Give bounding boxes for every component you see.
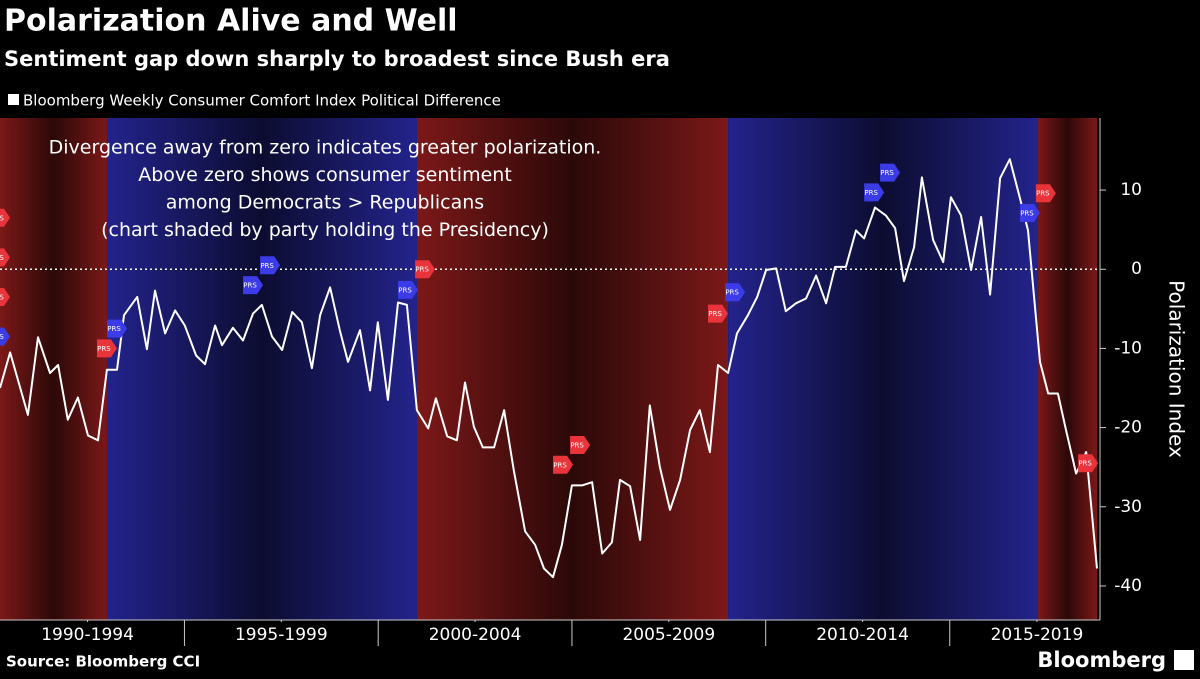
x-tick-label: 2005-2009	[622, 625, 715, 645]
y-tick-label: -40	[1114, 576, 1142, 596]
event-label: PRS	[398, 286, 412, 294]
brand-logo	[1174, 650, 1194, 670]
event-label: PRS	[260, 262, 274, 270]
annotation: among Democrats > Republicans	[166, 192, 484, 214]
event-flag	[0, 327, 10, 346]
y-tick-label: -20	[1114, 418, 1142, 438]
event-flag	[864, 183, 885, 202]
event-label: PRS	[415, 266, 429, 274]
series-line	[0, 158, 1098, 579]
x-tick-label: 2010-2014	[816, 625, 909, 645]
event-flag	[880, 163, 901, 182]
chart-subtitle: Sentiment gap down sharply to broadest s…	[4, 47, 670, 71]
event-flag	[570, 436, 591, 455]
x-tick-label: 1995-1999	[235, 625, 328, 645]
event-label: PRS	[864, 189, 878, 197]
event-label: PRS	[708, 310, 722, 318]
event-label: PRS	[107, 325, 121, 333]
event-label: PRS	[97, 345, 111, 353]
y-tick-label: 0	[1131, 259, 1142, 279]
annotation: Divergence away from zero indicates grea…	[49, 137, 602, 159]
event-label: PRS	[553, 461, 567, 469]
event-flag	[107, 319, 128, 338]
x-tick-label: 2015-2019	[991, 625, 1084, 645]
chart-title: Polarization Alive and Well	[4, 4, 458, 39]
party-band	[106, 118, 417, 620]
event-label: PRS	[880, 169, 894, 177]
event-label: PRS	[570, 442, 584, 450]
x-tick-label: 1990-1994	[41, 625, 134, 645]
event-label: PRS	[0, 254, 4, 262]
party-band	[416, 118, 729, 620]
legend-swatch	[8, 94, 19, 105]
brand: Bloomberg	[1037, 648, 1166, 672]
party-band	[728, 118, 1039, 620]
event-label: PRS	[1036, 190, 1050, 198]
event-label: PRS	[0, 293, 4, 301]
event-flag	[0, 287, 10, 306]
event-flag	[1035, 184, 1056, 203]
event-flag	[708, 304, 729, 323]
event-flag	[415, 260, 436, 279]
event-flag	[260, 256, 281, 275]
event-label: PRS	[243, 282, 257, 290]
event-flag	[1019, 204, 1040, 223]
event-label: PRS	[1078, 460, 1092, 468]
y-tick-label: -30	[1114, 497, 1142, 517]
source: Source: Bloomberg CCI	[6, 653, 200, 671]
annotation: (chart shaded by party holding the Presi…	[101, 219, 549, 241]
event-label: PRS	[1020, 210, 1034, 218]
event-flag	[398, 280, 419, 299]
legend-label: Bloomberg Weekly Consumer Comfort Index …	[23, 92, 501, 110]
x-tick-label: 2000-2004	[429, 625, 522, 645]
event-flag	[96, 339, 117, 358]
bands	[0, 118, 1097, 620]
event-label: PRS	[0, 333, 4, 341]
y-tick-label: -10	[1114, 338, 1142, 358]
event-flag	[0, 208, 10, 227]
y-tick-label: 10	[1120, 180, 1142, 200]
event-flag	[553, 455, 574, 474]
annotation: Above zero shows consumer sentiment	[138, 164, 512, 186]
event-label: PRS	[725, 289, 739, 297]
y-axis-label: Polarization Index	[1165, 280, 1189, 458]
event-flag	[725, 283, 746, 302]
event-flag	[0, 248, 10, 267]
event-label: PRS	[0, 214, 4, 222]
event-flag	[1078, 454, 1099, 473]
event-flag	[243, 276, 264, 295]
